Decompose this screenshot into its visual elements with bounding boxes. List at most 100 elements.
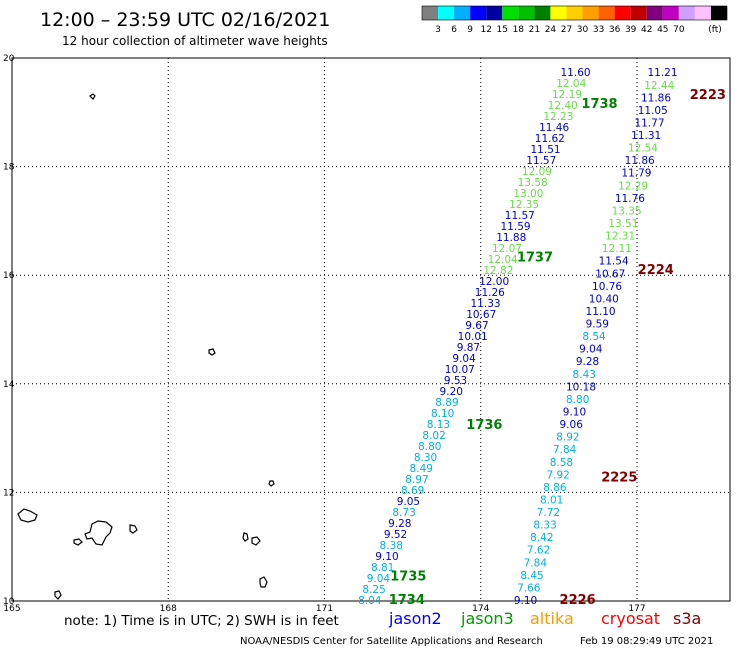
legend-color-box <box>470 6 487 20</box>
legend-color-box <box>454 6 471 20</box>
footer-note: note: 1) Time is in UTC; 2) SWH is in fe… <box>64 613 339 629</box>
wave-height-value: 12.07 <box>492 243 522 255</box>
legend-color-box <box>710 6 727 20</box>
wave-height-value: 8.01 <box>540 494 563 506</box>
wave-height-value: 12.09 <box>522 166 552 178</box>
coastline <box>17 93 275 600</box>
wave-height-value: 11.46 <box>539 122 569 134</box>
wave-height-value: 10.07 <box>445 364 475 376</box>
chart-title: 12:00 – 23:59 UTC 02/16/2021 <box>40 9 330 31</box>
wave-height-value: 8.33 <box>533 520 556 532</box>
legend-label: 39 <box>625 25 637 35</box>
legend-label: 42 <box>641 25 652 35</box>
sat-legend-cryosat: cryosat <box>601 609 660 628</box>
legend-color-box <box>694 6 711 20</box>
wave-height-value: 11.51 <box>531 144 561 156</box>
wave-height-value: 8.97 <box>405 474 428 486</box>
wave-height-value: 11.33 <box>471 298 501 310</box>
wave-height-value: 12.82 <box>483 265 513 277</box>
wave-height-value: 13.00 <box>513 188 543 200</box>
wave-height-value: 12.04 <box>556 78 586 90</box>
wave-height-value: 13.35 <box>612 205 642 217</box>
sat-legend-jason2: jason2 <box>388 609 442 628</box>
island-coast <box>242 532 249 542</box>
wave-height-value: 12.00 <box>479 276 509 288</box>
y-tick-label: 20 <box>3 54 15 64</box>
wave-height-value: 9.10 <box>375 551 398 563</box>
wave-height-value: 10.67 <box>595 268 625 280</box>
wave-height-value: 8.49 <box>410 463 433 475</box>
wave-height-value: 8.38 <box>380 540 403 552</box>
wave-height-value: 8.25 <box>362 584 385 596</box>
legend-label: 6 <box>451 25 457 35</box>
legend-color-box <box>422 6 439 20</box>
wave-height-value: 11.21 <box>647 67 677 79</box>
grid <box>12 58 730 601</box>
wave-height-value: 7.62 <box>527 545 550 557</box>
legend-color-box <box>550 6 567 20</box>
x-tick-label: 168 <box>160 604 177 614</box>
pass-time-labels: 1734 1735 1736 1737 1738 2223 2224 2225 2226 <box>389 88 726 608</box>
legend-color-box <box>534 6 551 20</box>
legend-label: 15 <box>497 25 508 35</box>
legend-color-box <box>518 6 535 20</box>
wave-height-value: 10.40 <box>589 293 619 305</box>
legend-color-box <box>662 6 679 20</box>
wave-height-value: 11.59 <box>501 221 531 233</box>
wave-height-value: 11.31 <box>631 130 661 142</box>
wave-height-value: 13.51 <box>608 218 638 230</box>
pass-time-label: 1734 <box>389 593 425 608</box>
y-tick-label: 16 <box>3 271 15 281</box>
chart-subtitle: 12 hour collection of altimeter wave hei… <box>62 34 328 48</box>
wave-height-value: 11.62 <box>535 133 565 145</box>
wave-height-value: 8.73 <box>392 507 415 519</box>
island-coast <box>268 480 275 487</box>
wave-height-value: 10.01 <box>458 331 488 343</box>
wave-height-value: 8.45 <box>520 570 543 582</box>
wave-height-value: 9.20 <box>440 386 463 398</box>
y-tick-label: 10 <box>3 597 15 607</box>
pass-time-label: 2223 <box>690 88 726 103</box>
pass-time-label: 2226 <box>560 593 596 608</box>
legend-label: 33 <box>593 25 604 35</box>
wave-height-value: 12.11 <box>602 243 632 255</box>
wave-height-value: 11.57 <box>526 155 556 167</box>
wave-height-value: 8.86 <box>543 482 567 494</box>
legend-label: 9 <box>467 25 473 35</box>
axis-ticks: 165 168 171 174 177 20 18 16 14 12 10 <box>3 54 646 614</box>
legend-color-box <box>486 6 503 20</box>
wave-height-value: 9.53 <box>444 375 467 387</box>
wave-height-value: 11.79 <box>621 168 651 180</box>
wave-height-value: 8.42 <box>530 532 553 544</box>
legend-label: 24 <box>545 25 557 35</box>
credit-line: NOAA/NESDIS Center for Satellite Applica… <box>240 636 543 647</box>
wave-height-value: 11.88 <box>496 232 526 244</box>
legend-color-box <box>502 6 519 20</box>
wave-height-value: 8.89 <box>435 397 458 409</box>
legend-color-box <box>598 6 615 20</box>
wave-height-value: 9.05 <box>397 496 420 508</box>
wave-height-value: 9.10 <box>563 407 586 419</box>
wave-height-value: 13.58 <box>518 177 548 189</box>
x-tick-label: 171 <box>316 604 333 614</box>
wave-height-value: 9.06 <box>560 419 584 431</box>
pass-time-label: 1736 <box>466 418 502 433</box>
wave-height-value: 8.02 <box>422 430 445 442</box>
legend-label: 45 <box>657 25 668 35</box>
legend-color-box <box>582 6 599 20</box>
legend-color-box <box>614 6 631 20</box>
wave-height-value: 11.76 <box>615 193 645 205</box>
wave-height-value: 12.44 <box>644 80 674 92</box>
wave-height-value: 8.04 <box>358 595 382 607</box>
legend-label: 30 <box>577 25 589 35</box>
legend-color-box <box>678 6 695 20</box>
wave-height-value: 11.60 <box>561 67 591 79</box>
legend-label: 21 <box>529 25 540 35</box>
wave-height-value: 8.58 <box>550 457 573 469</box>
wave-height-value: 11.05 <box>638 105 668 117</box>
island-coast <box>17 508 38 523</box>
wave-height-value: 11.86 <box>625 155 655 167</box>
wave-height-value: 12.31 <box>605 231 635 243</box>
sat-legend-s3a: s3a <box>673 609 701 628</box>
wave-height-value: 7.66 <box>517 582 541 594</box>
